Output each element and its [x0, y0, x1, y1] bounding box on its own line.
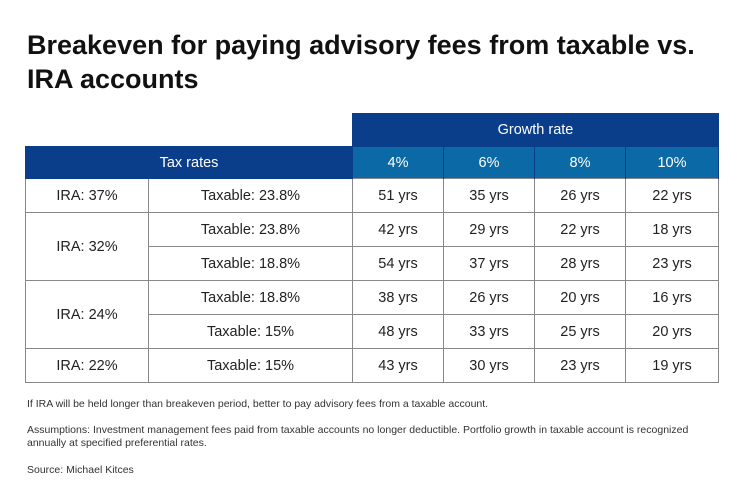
table-row: IRA: 24% Taxable: 18.8% 38 yrs 26 yrs 20 yrs… [25, 280, 719, 349]
breakeven-value-cell: 29 yrs [443, 212, 535, 247]
breakeven-value-cell: 23 yrs [625, 246, 719, 281]
taxable-rate-cell: Taxable: 23.8% [148, 212, 353, 247]
breakeven-table: Growth rate Tax rates 4% 6% 8% 10% IRA: … [25, 113, 719, 383]
chart-title: Breakeven for paying advisory fees from … [27, 30, 695, 94]
ira-rate-cell: IRA: 24% [25, 280, 149, 349]
table-row: Taxable: 15% 48 yrs 33 yrs 25 yrs 20 yrs [26, 314, 719, 349]
breakeven-value-cell: 18 yrs [625, 212, 719, 247]
breakeven-value-cell: 25 yrs [534, 314, 626, 349]
note-text: If IRA will be held longer than breakeve… [27, 398, 489, 410]
growth-rate-10: 10% [625, 146, 719, 179]
ira-rate-cell: IRA: 32% [25, 212, 149, 281]
breakeven-value-cell: 35 yrs [443, 178, 535, 213]
growth-rate-header: Growth rate [352, 113, 719, 147]
breakeven-value-cell: 30 yrs [443, 348, 535, 383]
breakeven-value-cell: 33 yrs [443, 314, 535, 349]
breakeven-value-cell: 26 yrs [443, 280, 535, 315]
tax-rates-header: Tax rates [25, 146, 353, 179]
table-row: Taxable: 18.8% 54 yrs 37 yrs 28 yrs 23 yrs [26, 246, 719, 281]
breakeven-value-cell: 38 yrs [352, 280, 444, 315]
breakeven-value-cell: 43 yrs [352, 348, 444, 383]
breakeven-value-cell: 48 yrs [352, 314, 444, 349]
breakeven-value-cell: 20 yrs [625, 314, 719, 349]
ira-rate-cell: IRA: 37% [25, 178, 149, 213]
breakeven-value-cell: 26 yrs [534, 178, 626, 213]
breakeven-value-cell: 51 yrs [352, 178, 444, 213]
growth-rate-4: 4% [352, 146, 444, 179]
ira-rate-cell: IRA: 22% [25, 348, 149, 383]
table-row: IRA: 37% Taxable: 23.8% 51 yrs 35 yrs 26 yrs… [25, 178, 719, 213]
source-text: Source: Michael Kitces [27, 464, 134, 476]
breakeven-value-cell: 37 yrs [443, 246, 535, 281]
breakeven-value-cell: 28 yrs [534, 246, 626, 281]
growth-rate-8: 8% [534, 146, 626, 179]
taxable-rate-cell: Taxable: 23.8% [148, 178, 353, 213]
breakeven-value-cell: 20 yrs [534, 280, 626, 315]
breakeven-value-cell: 16 yrs [625, 280, 719, 315]
breakeven-value-cell: 23 yrs [534, 348, 626, 383]
assumptions-text: Assumptions: Investment management fees … [27, 424, 689, 449]
table-row: IRA: 22% Taxable: 15% 43 yrs 30 yrs 23 yrs 19… [25, 348, 719, 383]
taxable-rate-cell: Taxable: 15% [148, 314, 353, 349]
breakeven-value-cell: 19 yrs [625, 348, 719, 383]
table-row: IRA: 32% Taxable: 23.8% 42 yrs 29 yrs 22 yrs… [25, 212, 719, 281]
taxable-rate-cell: Taxable: 15% [148, 348, 353, 383]
breakeven-value-cell: 42 yrs [352, 212, 444, 247]
taxable-rate-cell: Taxable: 18.8% [148, 246, 353, 281]
breakeven-value-cell: 22 yrs [625, 178, 719, 213]
taxable-rate-cell: Taxable: 18.8% [148, 280, 353, 315]
breakeven-value-cell: 54 yrs [352, 246, 444, 281]
breakeven-value-cell: 22 yrs [534, 212, 626, 247]
growth-rate-6: 6% [443, 146, 535, 179]
